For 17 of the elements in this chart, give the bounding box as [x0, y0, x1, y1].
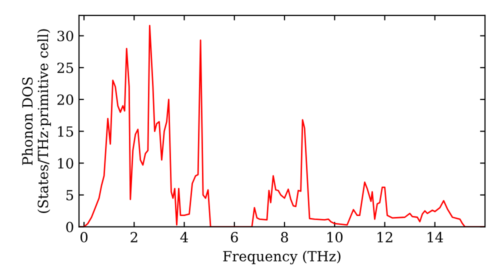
x-tick-label: 10 — [327, 232, 343, 242]
y-axis-title: Phonon DOS (States/THz·primitive cell) — [22, 29, 51, 213]
x-tick-label: 2 — [130, 232, 138, 242]
x-axis-title: Frequency (THz) — [223, 250, 340, 264]
x-tick-label: 0 — [80, 232, 88, 242]
y-tick-label: 5 — [66, 190, 74, 200]
y-tick-label: 20 — [57, 94, 74, 105]
y-tick-label: 25 — [57, 62, 74, 74]
y-tick-label: 10 — [58, 158, 74, 169]
x-tick-label: 8 — [281, 232, 288, 242]
x-tick-label: 12 — [378, 232, 392, 242]
x-tick-label: 4 — [180, 232, 188, 242]
x-tick-label: 14 — [428, 232, 444, 242]
x-tick-label: 6 — [230, 232, 238, 242]
y-tick-label: 30 — [58, 30, 74, 42]
y-tick-label: 0 — [66, 222, 74, 232]
y-tick-label: 15 — [58, 126, 74, 137]
